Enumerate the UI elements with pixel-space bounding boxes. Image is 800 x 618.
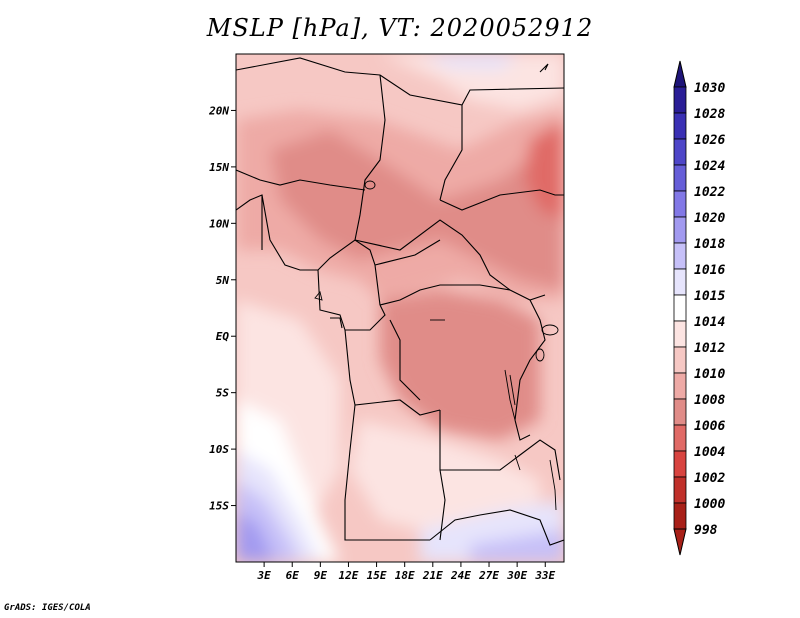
colorbar-label: 1012 <box>694 341 725 356</box>
lon-tick-label: 9E <box>314 569 328 582</box>
lon-tick-label: 24E <box>450 569 471 582</box>
colorbar-segment <box>673 164 687 192</box>
country-borders <box>236 57 564 546</box>
colorbar-label: 1028 <box>694 107 725 122</box>
lon-tick-label: 21E <box>422 569 443 582</box>
lat-tick-label: EQ <box>216 330 230 343</box>
colorbar-label: 1026 <box>694 133 725 148</box>
colorbar-label: 1022 <box>694 185 725 200</box>
lon-tick-label: 6E <box>286 569 300 582</box>
colorbar-bottom-arrow <box>673 528 687 556</box>
lat-tick-label: 5S <box>216 387 230 400</box>
lat-tick-label: 10S <box>209 443 229 456</box>
colorbar-label: 1014 <box>694 315 725 330</box>
colorbar-label: 1030 <box>694 81 725 96</box>
colorbar-segment <box>673 502 687 530</box>
map-title: MSLP [hPa], VT: 2020052912 <box>206 14 594 42</box>
lat-tick-label: 5N <box>216 274 230 287</box>
lon-tick-label: 3E <box>256 569 271 582</box>
colorbar-label: 1010 <box>694 367 725 382</box>
latitude-axis: 20N 15N 10N 5N EQ 5S 10S 15S <box>208 104 236 513</box>
colorbar-label: 1004 <box>694 445 725 460</box>
colorbar-segment <box>673 216 687 244</box>
colorbar-top-arrow <box>673 60 687 88</box>
colorbar-segment <box>673 372 687 400</box>
map-frame <box>235 53 565 563</box>
colorbar-segment <box>673 346 687 374</box>
colorbar-label: 1024 <box>694 159 725 174</box>
colorbar-label: 998 <box>694 523 718 538</box>
colorbar-label: 1015 <box>694 289 725 304</box>
colorbar-segment <box>673 398 687 426</box>
colorbar-segment <box>673 320 687 348</box>
colorbar-label: 1020 <box>694 211 725 226</box>
colorbar: 1030 1028 1026 1024 1022 1020 1018 1016 1015 1014… <box>673 60 725 556</box>
longitude-axis: 3E 6E 9E 12E 15E 18E 21E 24E 27E 30E 33E <box>256 562 556 582</box>
lon-tick-label: 15E <box>367 569 387 582</box>
colorbar-segment <box>673 138 687 166</box>
colorbar-label: 1016 <box>694 263 725 278</box>
lon-tick-label: 18E <box>395 569 415 582</box>
colorbar-label: 1002 <box>694 471 725 486</box>
lat-tick-label: 15S <box>209 500 229 513</box>
colorbar-label: 1018 <box>694 237 725 252</box>
lon-tick-label: 30E <box>506 569 527 582</box>
lon-tick-label: 12E <box>339 569 359 582</box>
colorbar-label: 1000 <box>694 497 725 512</box>
lat-tick-label: 20N <box>208 104 229 117</box>
lon-tick-label: 27E <box>478 569 499 582</box>
colorbar-segment <box>673 476 687 504</box>
colorbar-label: 1008 <box>694 393 725 408</box>
colorbar-label: 1006 <box>694 419 725 434</box>
colorbar-segment <box>673 294 687 322</box>
colorbar-segment <box>673 112 687 140</box>
colorbar-segment <box>673 450 687 478</box>
colorbar-segment <box>673 268 687 296</box>
lat-tick-label: 15N <box>209 161 229 174</box>
colorbar-segment <box>673 190 687 218</box>
pressure-field <box>236 54 564 562</box>
lakes <box>314 180 559 511</box>
colorbar-segment <box>673 424 687 452</box>
lon-tick-label: 33E <box>534 569 555 582</box>
grads-credit: GrADS: IGES/COLA <box>4 603 91 613</box>
colorbar-segment <box>673 242 687 270</box>
lat-tick-label: 10N <box>209 217 229 230</box>
colorbar-segment <box>673 86 687 114</box>
